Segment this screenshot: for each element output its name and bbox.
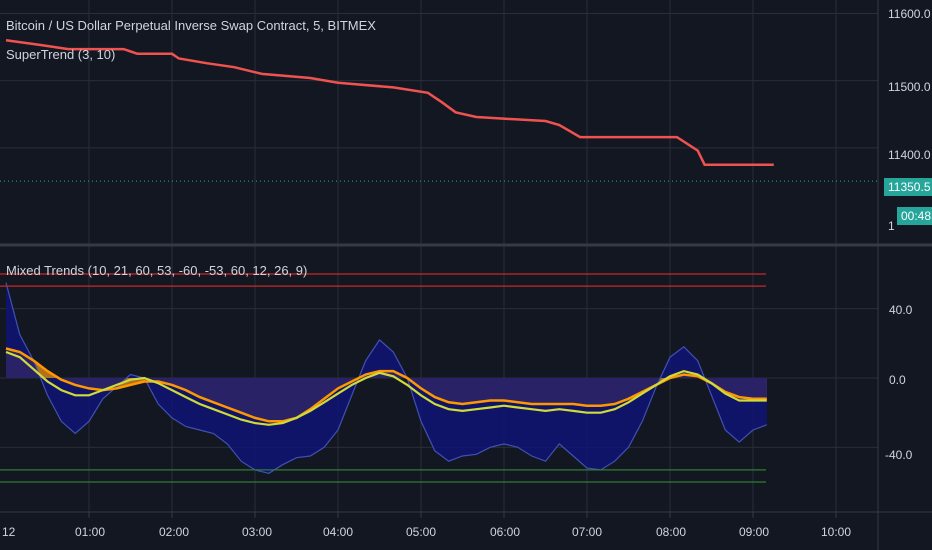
time-tick: 12 [2, 525, 16, 539]
osc-tick-40: 40.0 [889, 303, 913, 317]
osc-tick-0: 0.0 [889, 373, 906, 387]
supertrend-line [5, 39, 774, 166]
price-tick-11600: 11600.0 [888, 7, 931, 21]
time-tick: 01:00 [75, 525, 106, 539]
last-price-tag: 11350.5 [884, 178, 932, 196]
oscillator-line [5, 282, 768, 474]
price-tick-partial: 1 [888, 219, 895, 233]
symbol-title: Bitcoin / US Dollar Perpetual Inverse Sw… [6, 18, 376, 33]
mixed-trends-legend[interactable]: Mixed Trends (10, 21, 60, 53, -60, -53, … [6, 263, 308, 278]
countdown-tag: 00:48 [897, 207, 932, 225]
time-tick: 02:00 [159, 525, 190, 539]
time-tick: 08:00 [656, 525, 687, 539]
time-tick: 06:00 [490, 525, 521, 539]
blue-area [6, 282, 767, 474]
signal-line [5, 350, 767, 426]
price-tick-11400: 11400.0 [888, 148, 931, 162]
time-tick: 03:00 [242, 525, 273, 539]
time-tick: 04:00 [323, 525, 354, 539]
price-tick-11500: 11500.0 [888, 80, 931, 94]
supertrend-legend[interactable]: SuperTrend (3, 10) [6, 47, 116, 62]
time-tick: 05:00 [406, 525, 437, 539]
osc-tick-minus40: -40.0 [885, 448, 913, 462]
orange-line [5, 347, 767, 423]
time-tick: 09:00 [739, 525, 770, 539]
time-tick: 10:00 [821, 525, 852, 539]
time-tick: 07:00 [572, 525, 603, 539]
